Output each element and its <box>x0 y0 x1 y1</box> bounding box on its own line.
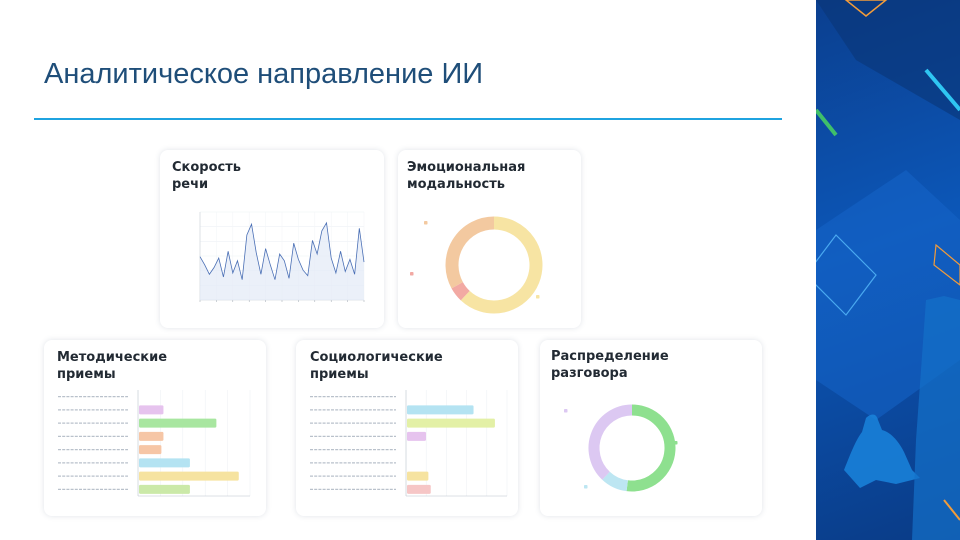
horseman-statue-silhouette <box>844 414 920 488</box>
socio-title: Социологические приемы <box>310 349 443 383</box>
method-bar-chart <box>58 390 251 497</box>
distribution-title: Распределение разговора <box>551 348 669 382</box>
bar <box>139 418 217 428</box>
legend-swatch <box>536 295 540 299</box>
distribution-card: Распределение разговора <box>540 340 762 516</box>
speech-speed-card: Скорость речи <box>160 150 384 328</box>
bar <box>139 431 164 441</box>
legend-swatch <box>584 485 588 489</box>
side-panel-accent <box>943 499 960 521</box>
bar <box>139 471 239 481</box>
bar <box>139 405 164 415</box>
side-panel-accent <box>816 108 838 137</box>
method-title-line2: приемы <box>57 367 116 382</box>
bar <box>407 471 429 481</box>
speech-speed-line-chart <box>199 211 365 302</box>
emotion-card: Эмоциональная модальность <box>398 150 581 328</box>
socio-title-line2: приемы <box>310 367 369 382</box>
bar <box>139 445 162 455</box>
side-panel-graphic <box>816 0 960 540</box>
legend-swatch <box>674 441 678 445</box>
donut-slice <box>588 404 633 480</box>
method-card: Методические приемы <box>44 340 266 516</box>
bar <box>407 484 431 494</box>
socio-bar-chart <box>310 390 508 497</box>
side-panel-accent <box>924 68 960 112</box>
speech-speed-title: Скорость речи <box>172 159 241 193</box>
method-title: Методические приемы <box>57 349 167 383</box>
emotion-title-line2: модальность <box>407 177 505 192</box>
socio-card: Социологические приемы <box>296 340 518 516</box>
side-panel-accent <box>933 243 960 286</box>
bar <box>139 484 190 494</box>
distribution-donut-chart <box>564 404 678 492</box>
line-series-area <box>200 222 364 300</box>
emotion-title: Эмоциональная модальность <box>407 159 525 193</box>
distribution-title-line1: Распределение <box>551 349 669 364</box>
distribution-title-line2: разговора <box>551 366 628 381</box>
legend-swatch <box>564 409 568 413</box>
side-panel-accent <box>816 234 877 316</box>
emotion-donut-chart <box>410 216 543 314</box>
method-title-line1: Методические <box>57 350 168 365</box>
bar <box>407 431 427 441</box>
donut-slice <box>602 471 629 492</box>
speech-speed-title-line1: Скорость <box>172 160 241 175</box>
speech-speed-title-line2: речи <box>172 177 209 192</box>
donut-slice <box>451 281 470 301</box>
side-panel-shape <box>816 0 960 120</box>
side-panel-accent <box>844 0 888 17</box>
donut-slice <box>460 216 543 314</box>
decorative-side-panel <box>816 0 960 540</box>
bar <box>407 418 495 428</box>
donut-slice <box>445 216 495 289</box>
slide-title: Аналитическое направление ИИ <box>44 58 484 90</box>
bar <box>139 458 190 468</box>
emotion-title-line1: Эмоциональная <box>407 160 526 175</box>
side-panel-shape <box>912 296 960 540</box>
bar <box>407 405 474 415</box>
legend-swatch <box>424 221 428 225</box>
donut-slice <box>626 404 676 492</box>
title-divider <box>34 118 782 120</box>
line-series <box>199 221 365 280</box>
socio-title-line1: Социологические <box>310 350 443 365</box>
legend-swatch <box>410 272 414 276</box>
